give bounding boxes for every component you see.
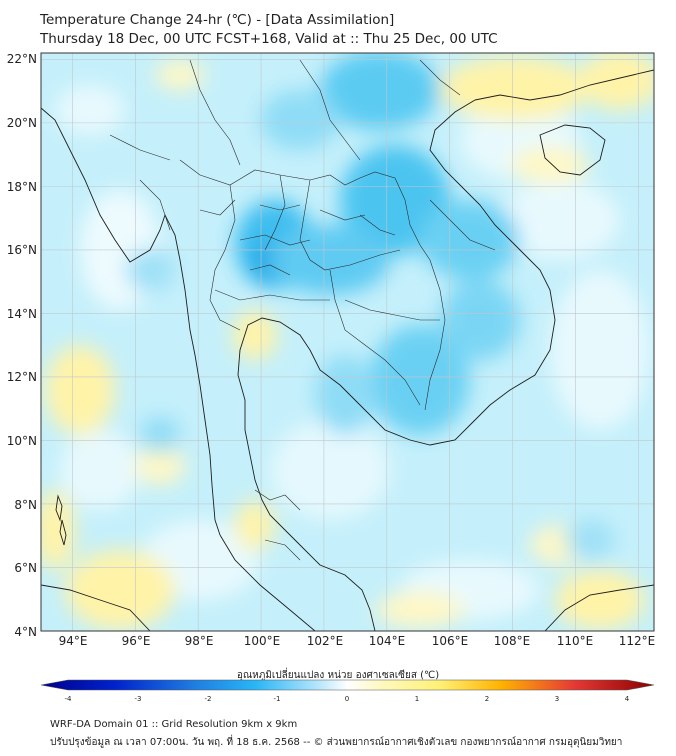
- lat-label-22: 22°N: [7, 52, 37, 66]
- lat-label-20: 20°N: [7, 116, 37, 130]
- colorbar-title: อุณหภูมิเปลี่ยนแปลง หน่วย องศาเซลเซียส (…: [236, 670, 440, 681]
- colorbar-ticks: -4 -3 -2 -1 0 1 2 3 4: [65, 695, 630, 703]
- lat-label-6: 6°N: [14, 561, 37, 575]
- country-borders: [109, 59, 496, 561]
- lat-label-18: 18°N: [7, 180, 37, 194]
- lon-label-98: 98°E: [185, 634, 214, 648]
- lon-label-100: 100°E: [244, 634, 281, 648]
- lat-label-16: 16°N: [7, 243, 37, 257]
- cb-tick: 4: [625, 695, 630, 703]
- lat-label-4: 4°N: [14, 625, 37, 639]
- cb-tick: -1: [274, 695, 281, 703]
- map-frame: [40, 52, 655, 632]
- lat-label-12: 12°N: [7, 370, 37, 384]
- lon-label-108: 108°E: [494, 634, 531, 648]
- lat-label-10: 10°N: [7, 434, 37, 448]
- map-gridlines: [41, 53, 654, 631]
- colorbar-bar: [40, 679, 655, 691]
- lon-label-104: 104°E: [369, 634, 406, 648]
- longitude-labels: 94°E 96°E 98°E 100°E 102°E 104°E 106°E 1…: [59, 634, 656, 648]
- cb-tick: 2: [485, 695, 489, 703]
- footer-domain-info: WRF-DA Domain 01 :: Grid Resolution 9km …: [50, 719, 298, 730]
- map-title: Temperature Change 24-hr (℃) - [Data Ass…: [40, 12, 395, 28]
- cb-tick: 1: [415, 695, 419, 703]
- lon-label-106: 106°E: [432, 634, 469, 648]
- lat-label-14: 14°N: [7, 307, 37, 321]
- lon-label-96: 96°E: [122, 634, 151, 648]
- latitude-labels: 22°N 20°N 18°N 16°N 14°N 12°N 10°N 8°N 6…: [7, 52, 37, 639]
- cb-tick: 0: [345, 695, 349, 703]
- cb-tick: -4: [65, 695, 73, 703]
- footer-credit: ปรับปรุงข้อมูล ณ เวลา 07:00น. วัน พฤ. ที…: [50, 737, 623, 748]
- temperature-map: 22°N 20°N 18°N 16°N 14°N 12°N 10°N 8°N 6…: [7, 52, 656, 648]
- lon-label-110: 110°E: [557, 634, 594, 648]
- map-subtitle: Thursday 18 Dec, 00 UTC FCST+168, Valid …: [40, 31, 498, 47]
- cb-tick: -2: [205, 695, 212, 703]
- lon-label-94: 94°E: [59, 634, 88, 648]
- cb-tick: -3: [135, 695, 142, 703]
- lon-label-102: 102°E: [307, 634, 344, 648]
- lat-label-8: 8°N: [14, 498, 37, 512]
- coastlines: [41, 69, 654, 631]
- colorbar: -4 -3 -2 -1 0 1 2 3 4: [40, 679, 655, 703]
- cb-tick: 3: [555, 695, 559, 703]
- lon-label-112: 112°E: [619, 634, 656, 648]
- temperature-field: [41, 53, 654, 630]
